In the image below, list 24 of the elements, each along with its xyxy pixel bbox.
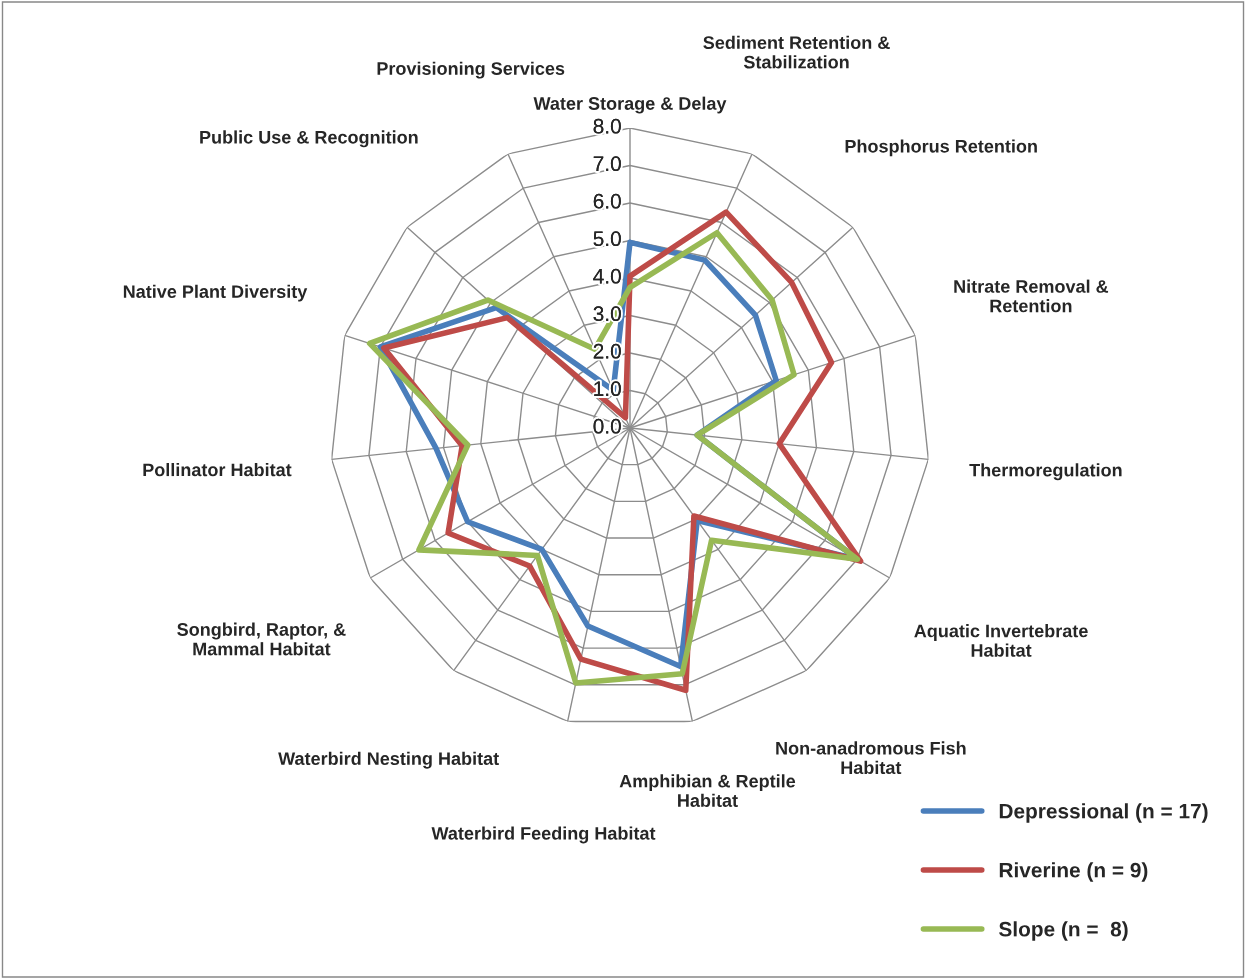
y-tick-label: 0.0 xyxy=(593,418,621,434)
legend-label: Depressional (n = 17) xyxy=(999,803,1208,823)
spoke-label: Waterbird Feeding Habitat xyxy=(431,826,656,844)
legend-label: Slope (n = 8) xyxy=(999,921,1128,941)
y-tick-label: 5.0 xyxy=(593,231,621,247)
y-tick-label: 6.0 xyxy=(593,193,621,209)
spoke-label: Aquatic Invertebrate Habitat xyxy=(914,624,1088,657)
spoke-label: Nitrate Removal & Retention xyxy=(954,279,1109,313)
spoke-label: Native Plant Diversity xyxy=(123,284,308,302)
spoke-label: Sediment Retention & Stabilization xyxy=(703,35,890,69)
y-tick-label: 8.0 xyxy=(593,118,621,134)
spoke-label: Songbird, Raptor, & Mammal Habitat xyxy=(177,622,346,656)
y-tick-label: 4.0 xyxy=(593,268,621,284)
spoke-label: Waterbird Nesting Habitat xyxy=(278,751,499,769)
spoke-label: Public Use & Recognition xyxy=(200,130,418,148)
spoke-label: Provisioning Services xyxy=(377,61,565,79)
legend-label: Riverine (n = 9) xyxy=(999,862,1148,882)
spoke-label: Pollinator Habitat xyxy=(143,463,292,477)
y-tick-label: 7.0 xyxy=(593,156,621,172)
spoke-label: Phosphorus Retention xyxy=(845,139,1037,157)
spoke-label: Non-anadromous Fish Habitat xyxy=(776,741,966,775)
spoke-label: Thermoregulation xyxy=(969,463,1122,481)
spoke-label: Amphibian & Reptile Habitat xyxy=(619,774,796,807)
spoke-label: Water Storage & Delay xyxy=(533,96,727,114)
